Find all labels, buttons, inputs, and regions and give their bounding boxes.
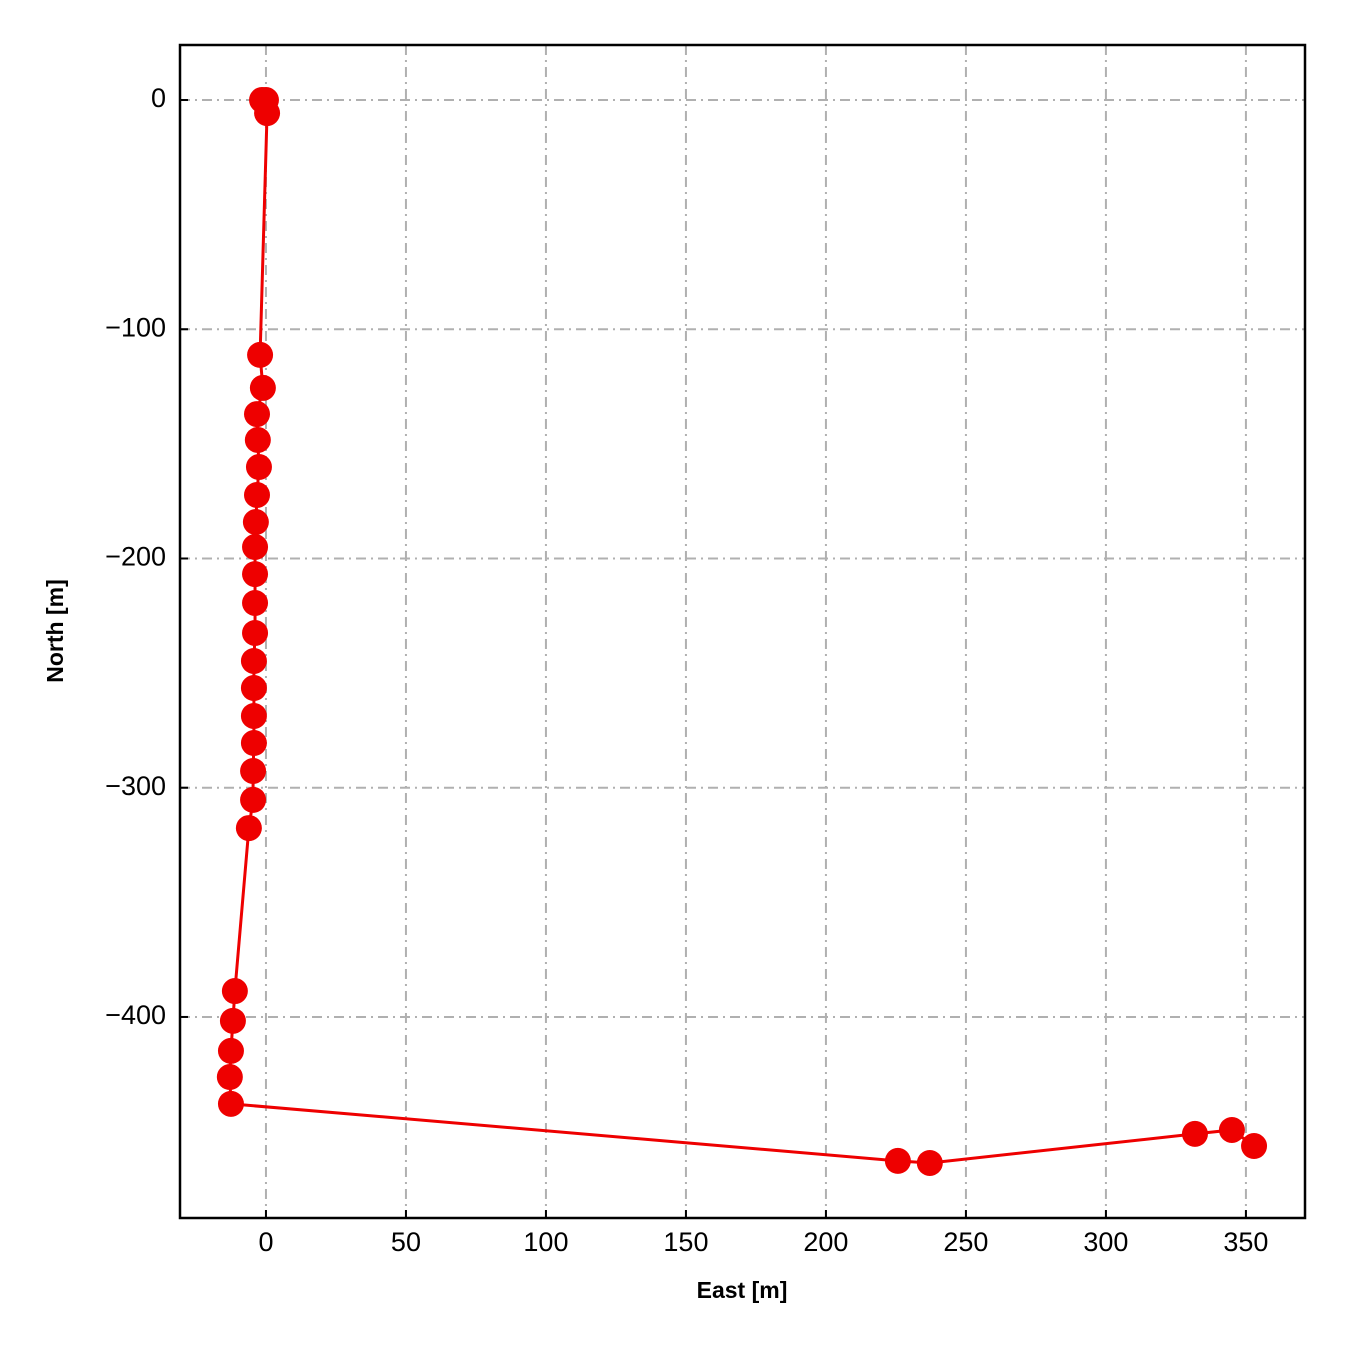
marker <box>242 509 269 536</box>
marker <box>243 401 270 428</box>
x-tick-label: 0 <box>258 1227 273 1257</box>
marker <box>242 589 269 616</box>
marker <box>240 757 267 784</box>
marker <box>1241 1133 1268 1160</box>
line <box>228 98 1255 1165</box>
marker <box>219 1007 246 1034</box>
marker <box>216 1064 243 1091</box>
marker <box>235 815 262 842</box>
x-tick-label: 300 <box>1083 1227 1128 1257</box>
x-tick-label: 350 <box>1223 1227 1268 1257</box>
y-axis-label: North [m] <box>42 579 68 682</box>
marker <box>244 426 271 453</box>
y-tick-label: −300 <box>105 771 166 801</box>
marker <box>884 1147 911 1174</box>
x-tick-label: 250 <box>943 1227 988 1257</box>
marker <box>221 978 248 1005</box>
marker <box>217 1037 244 1064</box>
marker <box>242 619 269 646</box>
y-tick-label: −400 <box>105 1000 166 1030</box>
marker <box>217 1090 244 1117</box>
plot-frame <box>178 43 1307 1220</box>
marker <box>254 100 281 127</box>
marker <box>240 786 267 813</box>
marker <box>240 730 267 757</box>
x-tick-label: 200 <box>803 1227 848 1257</box>
marker <box>240 702 267 729</box>
marker <box>249 374 276 401</box>
x-axis-label: East [m] <box>697 1277 788 1303</box>
marker <box>916 1149 943 1176</box>
y-tick-label: −100 <box>105 312 166 342</box>
marker <box>245 454 272 481</box>
marker <box>242 561 269 588</box>
marker <box>1218 1116 1245 1143</box>
y-tick-label: −200 <box>105 542 166 572</box>
marker <box>1181 1120 1208 1147</box>
x-tick-label: 50 <box>391 1227 421 1257</box>
marker <box>243 481 270 508</box>
y-tick-label: 0 <box>151 83 166 113</box>
marker <box>247 341 274 368</box>
x-tick-label: 100 <box>523 1227 568 1257</box>
marker <box>240 675 267 702</box>
marker <box>242 534 269 561</box>
x-tick-label: 150 <box>663 1227 708 1257</box>
marker <box>240 647 267 674</box>
